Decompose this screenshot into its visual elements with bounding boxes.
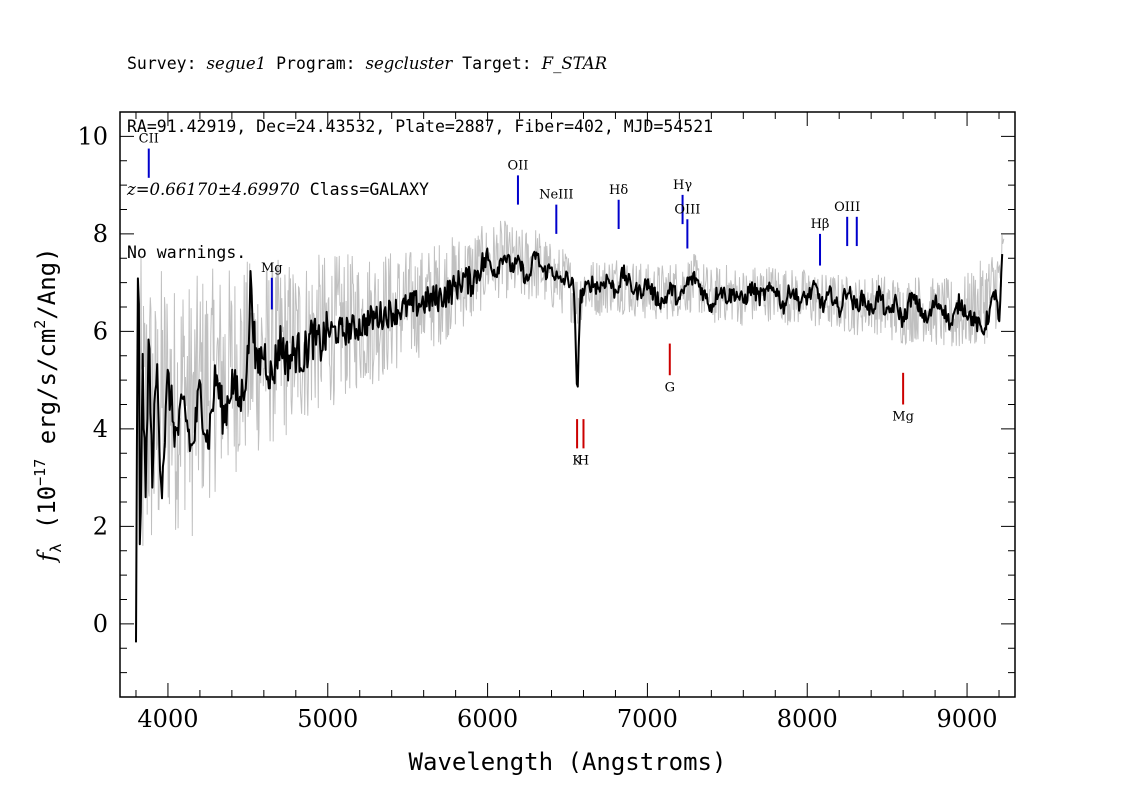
axis-tick-labels: 4000 5000 6000 7000 8000 9000 0 2 4 6 8 10 bbox=[77, 122, 997, 733]
emission-line-label: OII bbox=[507, 158, 528, 173]
spectral-lines-layer: CII Mg OII NeIII Hδ Hγ OIII Hβ OIII KH G Mg bbox=[139, 132, 914, 469]
header-line-survey: Survey: segue1 Program: segcluster Targe… bbox=[127, 53, 713, 74]
x-tick-label: 8000 bbox=[777, 705, 838, 733]
emission-line-label: NeIII bbox=[539, 188, 573, 203]
absorption-line-label: H bbox=[578, 453, 589, 468]
emission-line-label: CII bbox=[139, 132, 159, 147]
noisy-flux-line bbox=[138, 220, 1005, 546]
header-line-warnings: No warnings. bbox=[127, 243, 247, 262]
absorption-line-label: Mg bbox=[892, 410, 914, 425]
survey-label: Survey: bbox=[127, 54, 207, 73]
x-tick-label: 9000 bbox=[937, 705, 998, 733]
header-line-redshift: z=0.66170±4.69970 Class=GALAXY bbox=[127, 179, 713, 200]
noisy-flux-layer bbox=[138, 220, 1005, 546]
emission-line-label: Hγ bbox=[673, 178, 692, 193]
y-axis-exponent: −17 bbox=[31, 459, 49, 486]
emission-line-label: Hβ bbox=[811, 217, 830, 232]
redshift-value: z=0.66170±4.69970 bbox=[127, 180, 300, 199]
absorption-line-label: G bbox=[665, 380, 675, 395]
x-tick-label: 5000 bbox=[297, 705, 358, 733]
y-axis-text: /Ang) bbox=[33, 247, 61, 319]
target-label: Target: bbox=[452, 54, 542, 73]
absorption-line-label: K bbox=[572, 453, 582, 468]
spectrum-header: Survey: segue1 Program: segcluster Targe… bbox=[127, 11, 713, 284]
x-axis-title: Wavelength (Angstroms) bbox=[409, 748, 727, 776]
y-tick-label: 0 bbox=[93, 610, 108, 638]
x-tick-label: 7000 bbox=[617, 705, 678, 733]
y-tick-label: 6 bbox=[93, 317, 108, 345]
y-tick-label: 4 bbox=[93, 415, 108, 443]
emission-line-label: Hδ bbox=[609, 183, 628, 198]
emission-line-label: OIII bbox=[674, 202, 700, 217]
y-axis-title: fλ (10−17 erg/s/cm2/Ang) bbox=[31, 247, 65, 563]
y-axis-text: erg/s/cm bbox=[33, 329, 61, 459]
y-axis-exponent: 2 bbox=[31, 320, 49, 329]
x-tick-label: 6000 bbox=[457, 705, 518, 733]
header-line-coordinates: RA=91.42919, Dec=24.43532, Plate=2887, F… bbox=[127, 117, 714, 136]
y-tick-label: 2 bbox=[93, 512, 108, 540]
y-tick-label: 10 bbox=[77, 122, 108, 150]
emission-line-label: OIII bbox=[834, 200, 860, 215]
y-axis-subscript: λ bbox=[47, 544, 65, 553]
axis-ticks bbox=[120, 111, 1015, 698]
class-value: Class=GALAXY bbox=[299, 180, 429, 199]
target-value: F_STAR bbox=[541, 54, 608, 73]
x-tick-label: 4000 bbox=[137, 705, 198, 733]
survey-value: segue1 bbox=[206, 54, 267, 73]
y-tick-label: 8 bbox=[93, 220, 108, 248]
smoothed-flux-layer bbox=[135, 247, 1004, 643]
y-axis-text: (10 bbox=[33, 486, 61, 544]
emission-line-label: Mg bbox=[261, 261, 283, 276]
program-label: Program: bbox=[266, 54, 366, 73]
program-value: segcluster bbox=[365, 54, 453, 73]
smoothed-flux-line bbox=[135, 247, 1004, 643]
